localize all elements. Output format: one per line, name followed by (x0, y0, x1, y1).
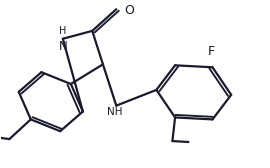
Text: N: N (59, 40, 67, 53)
Text: F: F (208, 45, 215, 58)
Text: NH: NH (107, 107, 123, 117)
Text: H: H (59, 26, 66, 36)
Text: O: O (124, 4, 134, 17)
